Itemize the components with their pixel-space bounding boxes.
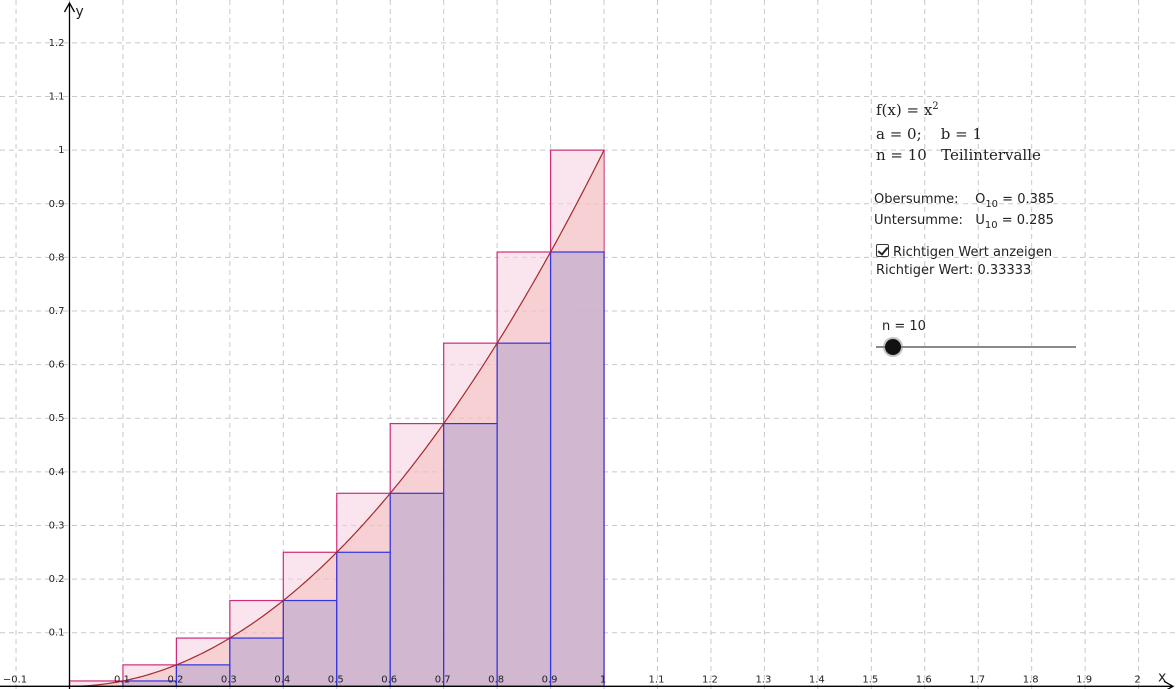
x-tick-label: 1 bbox=[600, 674, 606, 685]
n-slider-knob[interactable] bbox=[885, 339, 901, 355]
y-tick-label: 0.2 bbox=[49, 574, 65, 585]
y-tick-label: 0.1 bbox=[49, 628, 65, 639]
y-axis-label: y bbox=[75, 4, 83, 20]
y-tick-label: 0.8 bbox=[49, 252, 65, 263]
upper-sum-symbol: O bbox=[975, 192, 986, 207]
function-exponent: 2 bbox=[932, 101, 939, 112]
tick-labels: −0.1 0.1 0.2 0.3 0.4 0.5 0.6 0.7 0.8 0.9 1 1.1 1.2 1.… bbox=[3, 38, 1141, 685]
y-tick-label: 0.6 bbox=[49, 360, 65, 371]
x-tick-label: −0.1 bbox=[3, 674, 27, 685]
y-tick-label: 0.7 bbox=[49, 306, 65, 317]
x-axis-label: x bbox=[1158, 669, 1166, 685]
n-value-text: n = 10 bbox=[876, 146, 927, 164]
upper-sum-value: = 0.385 bbox=[998, 192, 1055, 207]
upper-sum-index: 10 bbox=[985, 199, 999, 210]
function-curve[interactable] bbox=[69, 149, 605, 687]
upper-sum-text: Obersumme: O10 = 0.385 bbox=[874, 192, 1055, 210]
y-tick-label: 1 bbox=[58, 145, 64, 156]
true-value-text: Richtiger Wert: 0.33333 bbox=[876, 263, 1032, 278]
x-tick-label: 0.6 bbox=[381, 674, 397, 685]
y-tick-label: 1.1 bbox=[49, 92, 65, 103]
lower-sum-text: Untersumme: U10 = 0.285 bbox=[874, 213, 1054, 231]
y-tick-label: 0.9 bbox=[49, 199, 65, 210]
subinterval-suffix: Teilintervalle bbox=[941, 146, 1041, 164]
function-name: f(x) = bbox=[876, 101, 924, 119]
y-tick-label: 1.2 bbox=[49, 38, 65, 49]
lower-sum-rect bbox=[389, 492, 445, 687]
lower-sum-symbol: U bbox=[975, 213, 985, 228]
x-tick-label: 1.5 bbox=[862, 674, 878, 685]
x-tick-label: 0.7 bbox=[435, 674, 451, 685]
lower-bound-a: a = 0; bbox=[876, 125, 922, 143]
checkbox-label[interactable]: Richtigen Wert anzeigen bbox=[893, 245, 1053, 260]
x-tick-label: 2 bbox=[1134, 674, 1140, 685]
y-tick-label: 0.4 bbox=[49, 467, 65, 478]
y-tick-label: 0.5 bbox=[49, 413, 65, 424]
checkbox-checked-icon[interactable] bbox=[876, 244, 889, 257]
n-slider-track[interactable] bbox=[876, 346, 1076, 348]
lower-sum-label: Untersumme: bbox=[874, 213, 963, 228]
lower-sum-rect bbox=[549, 251, 605, 687]
x-tick-label: 0.9 bbox=[542, 674, 558, 685]
function-definition: f(x) = x2 bbox=[876, 101, 939, 119]
x-tick-label: 1.6 bbox=[916, 674, 932, 685]
x-tick-label: 0.3 bbox=[221, 674, 237, 685]
x-tick-label: 1.3 bbox=[755, 674, 771, 685]
x-tick-label: 1.7 bbox=[969, 674, 985, 685]
function-graph[interactable] bbox=[69, 149, 605, 687]
x-tick-label: 1.8 bbox=[1023, 674, 1039, 685]
x-tick-label: 0.2 bbox=[167, 674, 183, 685]
lower-sum-rect bbox=[443, 422, 498, 687]
upper-sum-label: Obersumme: bbox=[874, 192, 959, 207]
function-base: x bbox=[923, 101, 933, 119]
x-tick-label: 0.5 bbox=[328, 674, 344, 685]
interval-bounds: a = 0; b = 1 bbox=[876, 125, 982, 143]
x-tick-label: 0.4 bbox=[274, 674, 290, 685]
y-tick-label: 0.3 bbox=[49, 520, 65, 531]
y-axis-arrow-icon bbox=[63, 1, 76, 13]
lower-sum-rect bbox=[496, 342, 552, 687]
slider-label: n = 10 bbox=[882, 319, 926, 334]
x-axis-arrow-icon bbox=[1163, 680, 1175, 689]
lower-sum-index: 10 bbox=[984, 220, 998, 231]
x-tick-label: 1.9 bbox=[1076, 674, 1092, 685]
lower-sum-rectangles bbox=[122, 251, 605, 687]
x-tick-label: 1.1 bbox=[649, 674, 665, 685]
subinterval-count: n = 10 Teilintervalle bbox=[876, 146, 1041, 164]
x-tick-label: 0.8 bbox=[488, 674, 504, 685]
x-tick-label: 0.1 bbox=[114, 674, 130, 685]
lower-sum-rect bbox=[336, 551, 391, 687]
x-tick-label: 1.2 bbox=[702, 674, 718, 685]
lower-sum-value: = 0.285 bbox=[997, 213, 1054, 228]
x-tick-label: 1.4 bbox=[809, 674, 825, 685]
upper-bound-b: b = 1 bbox=[940, 125, 982, 143]
show-true-value-checkbox[interactable]: Richtigen Wert anzeigen bbox=[876, 244, 1052, 260]
